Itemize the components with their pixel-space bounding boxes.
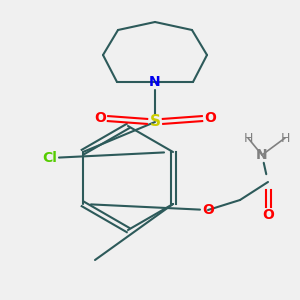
- Text: O: O: [262, 208, 274, 222]
- Text: N: N: [256, 148, 268, 162]
- Text: O: O: [94, 111, 106, 125]
- Text: H: H: [280, 131, 290, 145]
- Text: Cl: Cl: [43, 151, 57, 165]
- Text: N: N: [149, 75, 161, 89]
- Text: H: H: [243, 131, 253, 145]
- Text: O: O: [202, 203, 214, 217]
- Text: O: O: [204, 111, 216, 125]
- Text: S: S: [149, 115, 161, 130]
